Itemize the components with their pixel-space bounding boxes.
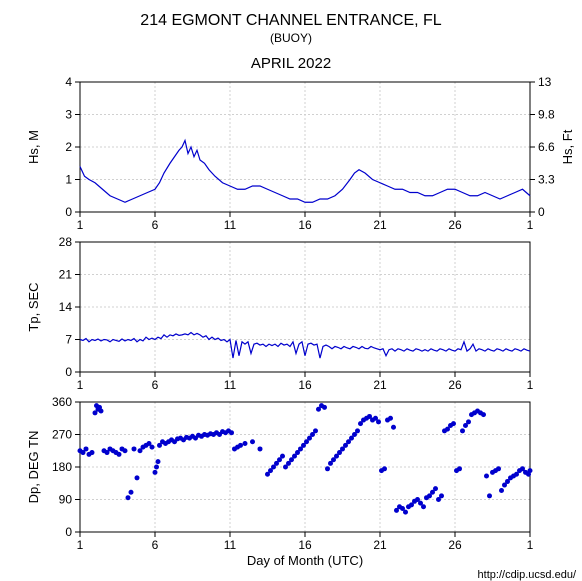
chart-month: APRIL 2022 <box>251 55 331 72</box>
svg-text:1: 1 <box>77 218 84 232</box>
hs-panel-ylabel: Hs, M <box>26 130 41 164</box>
svg-text:6: 6 <box>152 538 159 552</box>
svg-text:14: 14 <box>59 300 73 314</box>
svg-text:11: 11 <box>224 378 237 392</box>
svg-text:180: 180 <box>52 460 72 474</box>
x-axis-label: Day of Month (UTC) <box>247 553 363 568</box>
dp-panel-ylabel: Dp, DEG TN <box>26 431 41 504</box>
hs-panel-ylabel-right: Hs, Ft <box>560 129 575 164</box>
svg-text:0: 0 <box>538 205 545 219</box>
chart-subtitle: (BUOY) <box>270 31 312 45</box>
svg-text:1: 1 <box>77 538 84 552</box>
svg-text:6: 6 <box>152 378 159 392</box>
svg-text:0: 0 <box>65 525 72 539</box>
svg-text:1: 1 <box>527 538 534 552</box>
svg-text:270: 270 <box>52 428 72 442</box>
footer-url: http://cdip.ucsd.edu/ <box>478 569 577 581</box>
svg-text:3.3: 3.3 <box>538 173 555 187</box>
svg-text:16: 16 <box>298 378 312 392</box>
svg-text:1: 1 <box>65 173 72 187</box>
svg-text:360: 360 <box>52 395 72 409</box>
svg-text:16: 16 <box>298 218 312 232</box>
svg-text:16: 16 <box>298 538 312 552</box>
svg-text:1: 1 <box>527 218 534 232</box>
svg-text:21: 21 <box>373 538 387 552</box>
svg-text:2: 2 <box>65 140 72 154</box>
svg-text:6.6: 6.6 <box>538 140 555 154</box>
svg-text:11: 11 <box>224 538 237 552</box>
svg-text:11: 11 <box>224 218 237 232</box>
svg-text:1: 1 <box>77 378 84 392</box>
svg-text:90: 90 <box>59 493 73 507</box>
svg-text:26: 26 <box>448 378 462 392</box>
chart-title: 214 EGMONT CHANNEL ENTRANCE, FL <box>140 12 442 29</box>
svg-text:26: 26 <box>448 218 462 232</box>
svg-text:0: 0 <box>65 205 72 219</box>
svg-text:1: 1 <box>527 378 534 392</box>
svg-text:21: 21 <box>373 378 387 392</box>
svg-text:3: 3 <box>65 108 72 122</box>
svg-text:21: 21 <box>59 268 73 282</box>
svg-text:6: 6 <box>152 218 159 232</box>
svg-text:26: 26 <box>448 538 462 552</box>
tp-panel: 0714212816111621261Tp, SEC <box>26 235 534 392</box>
svg-text:13: 13 <box>538 75 552 89</box>
svg-text:9.8: 9.8 <box>538 108 555 122</box>
tp-panel-series <box>80 333 530 359</box>
tp-panel-ylabel: Tp, SEC <box>26 282 41 331</box>
svg-text:4: 4 <box>65 75 72 89</box>
svg-text:28: 28 <box>59 235 73 249</box>
dp-panel: 09018027036016111621261Dp, DEG TN <box>26 395 534 552</box>
svg-text:7: 7 <box>65 333 72 347</box>
hs-panel: 0123403.36.69.81316111621261Hs, MHs, Ft <box>26 75 575 232</box>
svg-text:21: 21 <box>373 218 387 232</box>
buoy-chart: 214 EGMONT CHANNEL ENTRANCE, FL (BUOY) APR… <box>0 0 582 581</box>
svg-text:0: 0 <box>65 365 72 379</box>
